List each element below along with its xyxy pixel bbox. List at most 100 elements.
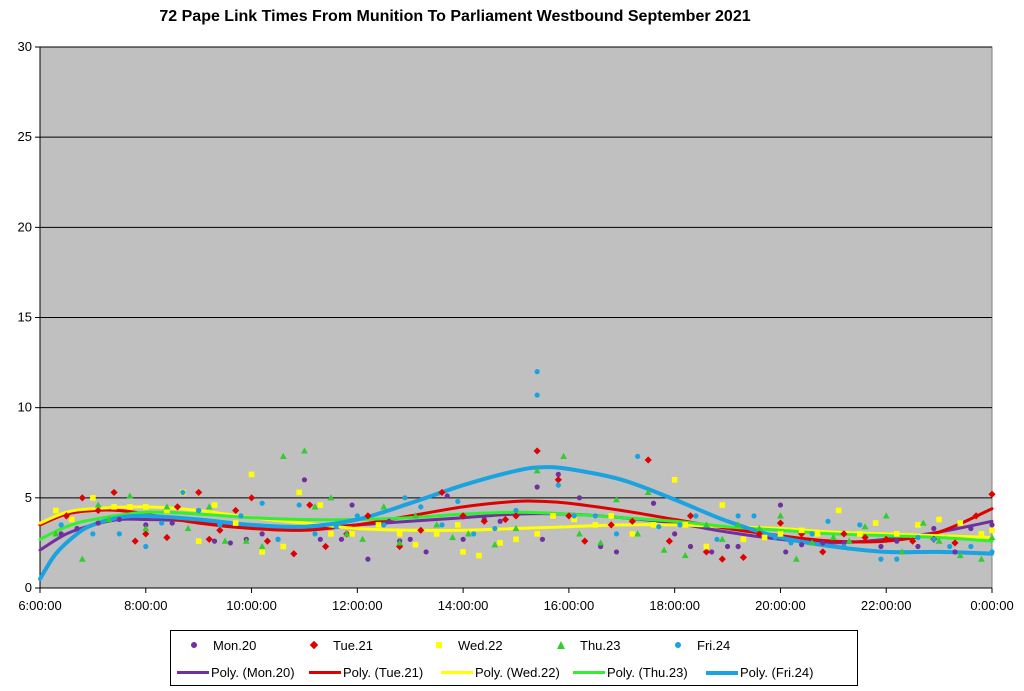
point-Thu.23-45 bbox=[882, 512, 890, 519]
point-Thu.23-16 bbox=[343, 530, 351, 537]
point-Fri.24-8 bbox=[238, 513, 244, 519]
point-Fri.24-6 bbox=[196, 507, 202, 514]
point-Thu.23-4 bbox=[126, 492, 134, 499]
point-Mon.20-13 bbox=[301, 477, 308, 483]
legend-item-Mon.20: Mon.20 bbox=[179, 632, 256, 658]
point-Mon.20-34 bbox=[650, 500, 657, 506]
legend-item-Tue.21: Tue.21 bbox=[299, 632, 373, 658]
point-Mon.20-44 bbox=[820, 540, 826, 546]
point-Fri.24-36 bbox=[772, 534, 778, 541]
legend-label-Tue.21: Tue.21 bbox=[333, 637, 373, 653]
point-Mon.20-20 bbox=[407, 536, 413, 542]
point-Fri.24-17 bbox=[418, 504, 424, 510]
legend-label-Fri.24: Fri.24 bbox=[697, 637, 731, 653]
point-Tue.21-45 bbox=[909, 537, 917, 545]
data-points bbox=[52, 369, 996, 563]
point-Wed.22-13 bbox=[280, 543, 287, 550]
point-Thu.23-39 bbox=[777, 512, 784, 519]
point-Fri.24-9 bbox=[259, 500, 265, 506]
point-Tue.21-19 bbox=[396, 542, 404, 551]
x-tick-label-2: 10:00:00 bbox=[226, 598, 277, 613]
point-Wed.22-40 bbox=[777, 531, 784, 537]
y-tick-label-2: 10 bbox=[18, 400, 32, 415]
series-Thu.23 bbox=[52, 447, 996, 562]
legend-label-Poly. (Wed.22): Poly. (Wed.22) bbox=[475, 664, 560, 680]
point-Wed.22-42 bbox=[814, 531, 821, 537]
point-Tue.21-23 bbox=[480, 517, 488, 525]
point-Thu.23-38 bbox=[755, 524, 763, 532]
point-Wed.22-27 bbox=[534, 531, 540, 537]
point-Thu.23-50 bbox=[978, 555, 985, 562]
point-Wed.22-22 bbox=[455, 522, 461, 528]
point-Tue.21-7 bbox=[173, 503, 182, 511]
trendline-Poly. (Wed.22) bbox=[38, 505, 994, 539]
point-Wed.22-34 bbox=[671, 477, 678, 483]
series-Fri.24 bbox=[58, 369, 995, 562]
point-Tue.21-33 bbox=[665, 537, 673, 545]
point-Tue.21-18 bbox=[364, 512, 372, 520]
point-Thu.23-27 bbox=[560, 452, 567, 459]
point-Tue.21-4 bbox=[131, 537, 139, 545]
point-Wed.22-49 bbox=[957, 520, 964, 526]
point-Mon.20-22 bbox=[444, 493, 450, 499]
point-Tue.21-1 bbox=[78, 494, 86, 502]
point-Wed.22-15 bbox=[317, 502, 324, 508]
point-Thu.23-1 bbox=[78, 555, 86, 562]
trendline-Poly. (Fri.24) bbox=[38, 465, 994, 581]
point-Wed.22-20 bbox=[412, 541, 419, 548]
point-Wed.22-23 bbox=[460, 549, 466, 555]
legend-line-Poly. (Thu.23) bbox=[573, 665, 605, 679]
point-Thu.23-41 bbox=[808, 539, 816, 546]
point-Thu.23-7 bbox=[184, 524, 192, 532]
point-Mon.20-52 bbox=[968, 525, 974, 532]
y-tick-label-3: 15 bbox=[18, 310, 32, 325]
legend-marker-Tue.21 bbox=[299, 638, 329, 652]
point-Thu.23-9 bbox=[221, 537, 229, 544]
y-tick-label-6: 30 bbox=[18, 39, 32, 54]
point-Mon.20-38 bbox=[724, 543, 731, 550]
point-Tue.21-34 bbox=[686, 512, 695, 520]
legend-item-Poly. (Tue.21): Poly. (Tue.21) bbox=[309, 659, 423, 685]
point-Thu.23-48 bbox=[935, 537, 943, 544]
point-Wed.22-2 bbox=[90, 495, 96, 501]
point-Wed.22-16 bbox=[328, 531, 334, 537]
point-Wed.22-1 bbox=[68, 516, 75, 523]
point-Wed.22-38 bbox=[740, 536, 747, 543]
point-Tue.21-11 bbox=[232, 506, 240, 515]
point-Tue.21-24 bbox=[501, 515, 510, 524]
point-Tue.21-26 bbox=[533, 447, 541, 455]
point-Wed.22-18 bbox=[375, 522, 382, 528]
point-Fri.24-25 bbox=[555, 482, 561, 488]
point-Wed.22-47 bbox=[915, 522, 921, 528]
legend-line-Poly. (Tue.21) bbox=[309, 665, 341, 679]
point-Wed.22-46 bbox=[894, 531, 900, 537]
y-tick-label-4: 20 bbox=[18, 219, 32, 234]
point-Fri.24-43 bbox=[894, 556, 900, 562]
point-Mon.20-7 bbox=[211, 538, 218, 544]
point-Tue.21-41 bbox=[819, 548, 827, 556]
point-Wed.22-25 bbox=[497, 540, 503, 546]
point-Tue.21-36 bbox=[718, 555, 726, 563]
legend-line-Poly. (Wed.22) bbox=[441, 665, 473, 679]
point-Thu.23-49 bbox=[956, 551, 964, 559]
point-Wed.22-10 bbox=[232, 520, 239, 526]
point-Wed.22-32 bbox=[629, 531, 636, 537]
point-Wed.22-51 bbox=[989, 527, 995, 534]
point-Mon.20-14 bbox=[317, 536, 323, 542]
series-Wed.22 bbox=[53, 471, 995, 559]
point-Thu.23-10 bbox=[242, 537, 250, 544]
point-Thu.23-20 bbox=[412, 512, 419, 519]
point-Fri.24-20 bbox=[471, 531, 477, 537]
point-Fri.24-33 bbox=[714, 536, 720, 542]
point-Fri.24-2 bbox=[116, 531, 122, 537]
point-Thu.23-26 bbox=[533, 467, 541, 474]
point-Tue.21-20 bbox=[417, 526, 425, 534]
point-Fri.24-13 bbox=[333, 524, 339, 530]
point-Thu.23-11 bbox=[258, 542, 266, 550]
point-Mon.20-0 bbox=[58, 531, 64, 537]
legend-line-Poly. (Fri.24) bbox=[706, 665, 738, 679]
point-Mon.20-37 bbox=[709, 549, 715, 555]
point-Wed.22-35 bbox=[682, 522, 689, 528]
point-Wed.22-24 bbox=[476, 552, 482, 559]
